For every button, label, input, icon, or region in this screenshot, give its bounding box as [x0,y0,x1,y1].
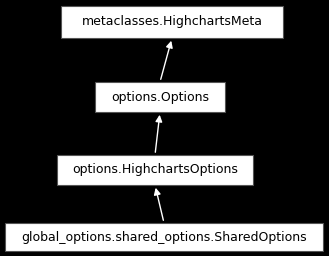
FancyBboxPatch shape [57,155,253,185]
Text: options.HighchartsOptions: options.HighchartsOptions [72,164,238,176]
FancyBboxPatch shape [5,223,323,251]
FancyBboxPatch shape [95,82,225,112]
Text: options.Options: options.Options [111,91,209,103]
Text: metaclasses.HighchartsMeta: metaclasses.HighchartsMeta [82,16,263,28]
Text: global_options.shared_options.SharedOptions: global_options.shared_options.SharedOpti… [21,230,307,243]
FancyBboxPatch shape [61,6,283,38]
